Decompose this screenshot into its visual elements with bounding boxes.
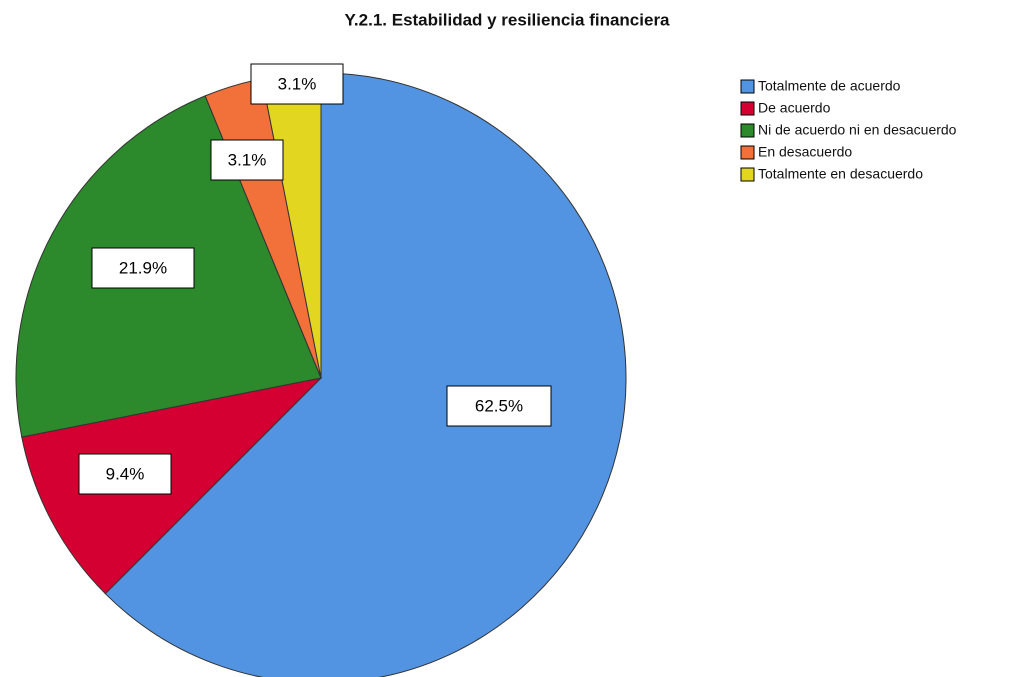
data-label: 9.4%	[106, 464, 145, 483]
legend-swatch	[740, 123, 755, 138]
pie-slice	[104, 72, 627, 677]
data-label-box	[210, 139, 284, 181]
legend-swatch	[740, 145, 755, 160]
data-label: 62.5%	[475, 396, 523, 415]
data-label-box	[446, 385, 552, 427]
legend-label: En desacuerdo	[758, 144, 852, 160]
legend-label: Totalmente de acuerdo	[758, 78, 901, 94]
data-label: 3.1%	[278, 74, 317, 93]
chart-title: Y.2.1. Estabilidad y resiliencia financi…	[344, 10, 670, 29]
data-label: 3.1%	[228, 150, 267, 169]
data-label-box	[78, 453, 172, 495]
legend-swatch	[740, 167, 755, 182]
legend-swatch	[740, 79, 755, 94]
legend-swatch	[740, 101, 755, 116]
legend-label: Ni de acuerdo ni en desacuerdo	[758, 122, 957, 138]
legend-label: De acuerdo	[758, 100, 831, 116]
data-label: 21.9%	[119, 258, 167, 277]
data-label-box	[250, 63, 344, 105]
data-label-box	[91, 247, 195, 289]
legend-label: Totalmente en desacuerdo	[758, 166, 923, 182]
